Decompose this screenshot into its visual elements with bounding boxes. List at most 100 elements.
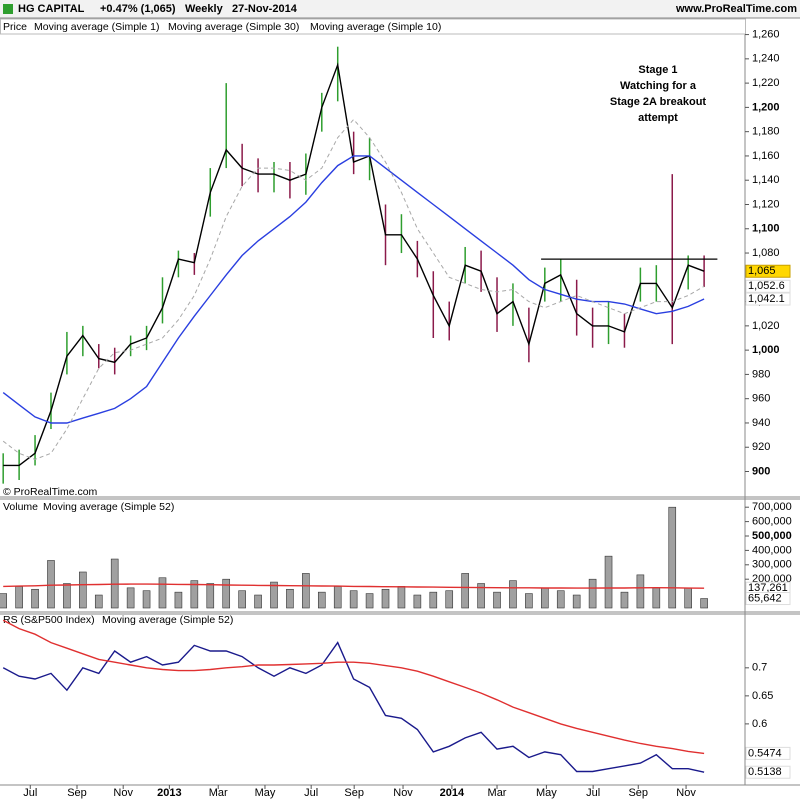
y-tick-label: 1,160 — [752, 150, 780, 162]
x-tick-label: Mar — [209, 787, 228, 799]
volume-bar — [174, 591, 183, 609]
volume-bar — [286, 588, 294, 609]
volume-bar — [254, 594, 262, 609]
x-tick-label: 2013 — [157, 787, 181, 799]
value-tag-box — [745, 292, 791, 306]
volume-bar — [556, 590, 565, 609]
date: 27-Nov-2014 — [232, 3, 298, 15]
price-change: +0.47% (1,065) — [100, 3, 176, 15]
y-tick-label: 500,000 — [752, 530, 792, 542]
volume-bar — [700, 598, 708, 609]
volume-bar — [509, 580, 517, 609]
volume-bar — [365, 593, 374, 609]
legend-price: Price — [3, 21, 27, 33]
volume-bar — [429, 591, 438, 609]
y-tick-label: 1,020 — [752, 320, 780, 332]
y-tick-label: 0.7 — [752, 662, 767, 674]
volume-bar — [206, 583, 215, 609]
y-tick-label: 0.6 — [752, 718, 767, 730]
value-tag: 137,261 — [748, 582, 788, 594]
header-bar — [0, 0, 800, 18]
y-tick-label: 700,000 — [752, 501, 792, 513]
instrument-name: HG CAPITAL — [18, 3, 85, 15]
series-line — [2, 155, 705, 424]
annotation: Watching for a — [620, 80, 697, 92]
value-tag: 0.5138 — [748, 766, 782, 778]
annotation: Stage 1 — [638, 64, 677, 76]
series-line — [2, 118, 705, 460]
series-line — [2, 641, 705, 773]
value-tag-box — [745, 264, 791, 278]
volume-bar — [79, 571, 87, 609]
x-tick-label: Sep — [67, 787, 87, 799]
volume-bar — [668, 506, 677, 609]
volume-bar — [652, 587, 661, 609]
legend-volume: Volume — [3, 501, 38, 513]
volume-bar — [47, 560, 55, 609]
y-tick-label: 0.65 — [752, 690, 773, 702]
volume-bar — [572, 594, 581, 609]
volume-bar — [477, 583, 485, 609]
y-tick-label: 400,000 — [752, 544, 792, 556]
x-tick-label: Nov — [393, 787, 413, 799]
x-tick-label: Nov — [113, 787, 133, 799]
x-tick-label: 2014 — [440, 787, 465, 799]
y-tick-label: 1,000 — [752, 344, 780, 356]
header-icon — [3, 4, 13, 14]
y-tick-label: 1,260 — [752, 28, 780, 40]
volume-bar — [413, 594, 422, 609]
annotation: Stage 2A breakout — [610, 96, 707, 108]
y-tick-label: 1,220 — [752, 77, 780, 89]
x-tick-label: Mar — [488, 787, 507, 799]
volume-bar — [604, 555, 613, 609]
volume-bar — [15, 586, 23, 609]
volume-bar — [636, 574, 645, 609]
x-tick-label: Jul — [23, 787, 37, 799]
annotation: attempt — [638, 112, 678, 124]
source: www.ProRealTime.com — [675, 3, 797, 15]
value-tag: 65,642 — [748, 592, 782, 604]
y-tick-label: 1,120 — [752, 198, 780, 210]
volume-bar — [620, 591, 629, 609]
y-tick-label: 1,200 — [752, 101, 780, 113]
value-tag-box — [745, 592, 791, 606]
y-tick-label: 1,240 — [752, 53, 780, 65]
value-tag: 1,052.6 — [748, 280, 785, 292]
legend-item: RS (S&P500 Index) — [3, 614, 95, 626]
copyright: © ProRealTime.com — [3, 486, 98, 498]
volume-bar — [0, 593, 7, 609]
volume-bar — [63, 583, 71, 609]
volume-bar — [588, 578, 597, 609]
y-tick-label: 1,180 — [752, 126, 780, 138]
y-tick-label: 600,000 — [752, 516, 792, 528]
y-tick-label: 1,100 — [752, 223, 780, 235]
volume-bar — [445, 590, 454, 609]
value-tag: 1,042.1 — [748, 293, 785, 305]
volume-bar — [158, 577, 167, 609]
volume-bar — [381, 588, 390, 609]
x-tick-label: Nov — [676, 787, 696, 799]
series-line — [3, 62, 705, 467]
value-tag-box — [745, 765, 791, 779]
volume-bar — [31, 588, 39, 609]
volume-bar — [493, 591, 501, 609]
volume-bar — [126, 587, 135, 609]
x-tick-label: Jul — [304, 787, 318, 799]
y-tick-label: 920 — [752, 441, 770, 453]
volume-bar — [525, 593, 533, 609]
volume-bar — [461, 573, 469, 609]
volume-bar — [541, 587, 549, 609]
y-tick-label: 940 — [752, 417, 770, 429]
volume-bar — [270, 581, 278, 609]
y-tick-label: 980 — [752, 368, 770, 380]
value-tag-box — [745, 279, 791, 293]
volume-bar — [238, 590, 246, 609]
x-tick-label: Jul — [586, 787, 600, 799]
y-tick-label: 1,080 — [752, 247, 780, 259]
legend-item: Moving average (Simple 30) — [168, 21, 299, 33]
volume-bar — [94, 594, 103, 609]
legend-item: Moving average (Simple 52) — [43, 501, 174, 513]
volume-bar — [317, 591, 326, 609]
series-line — [2, 619, 705, 755]
